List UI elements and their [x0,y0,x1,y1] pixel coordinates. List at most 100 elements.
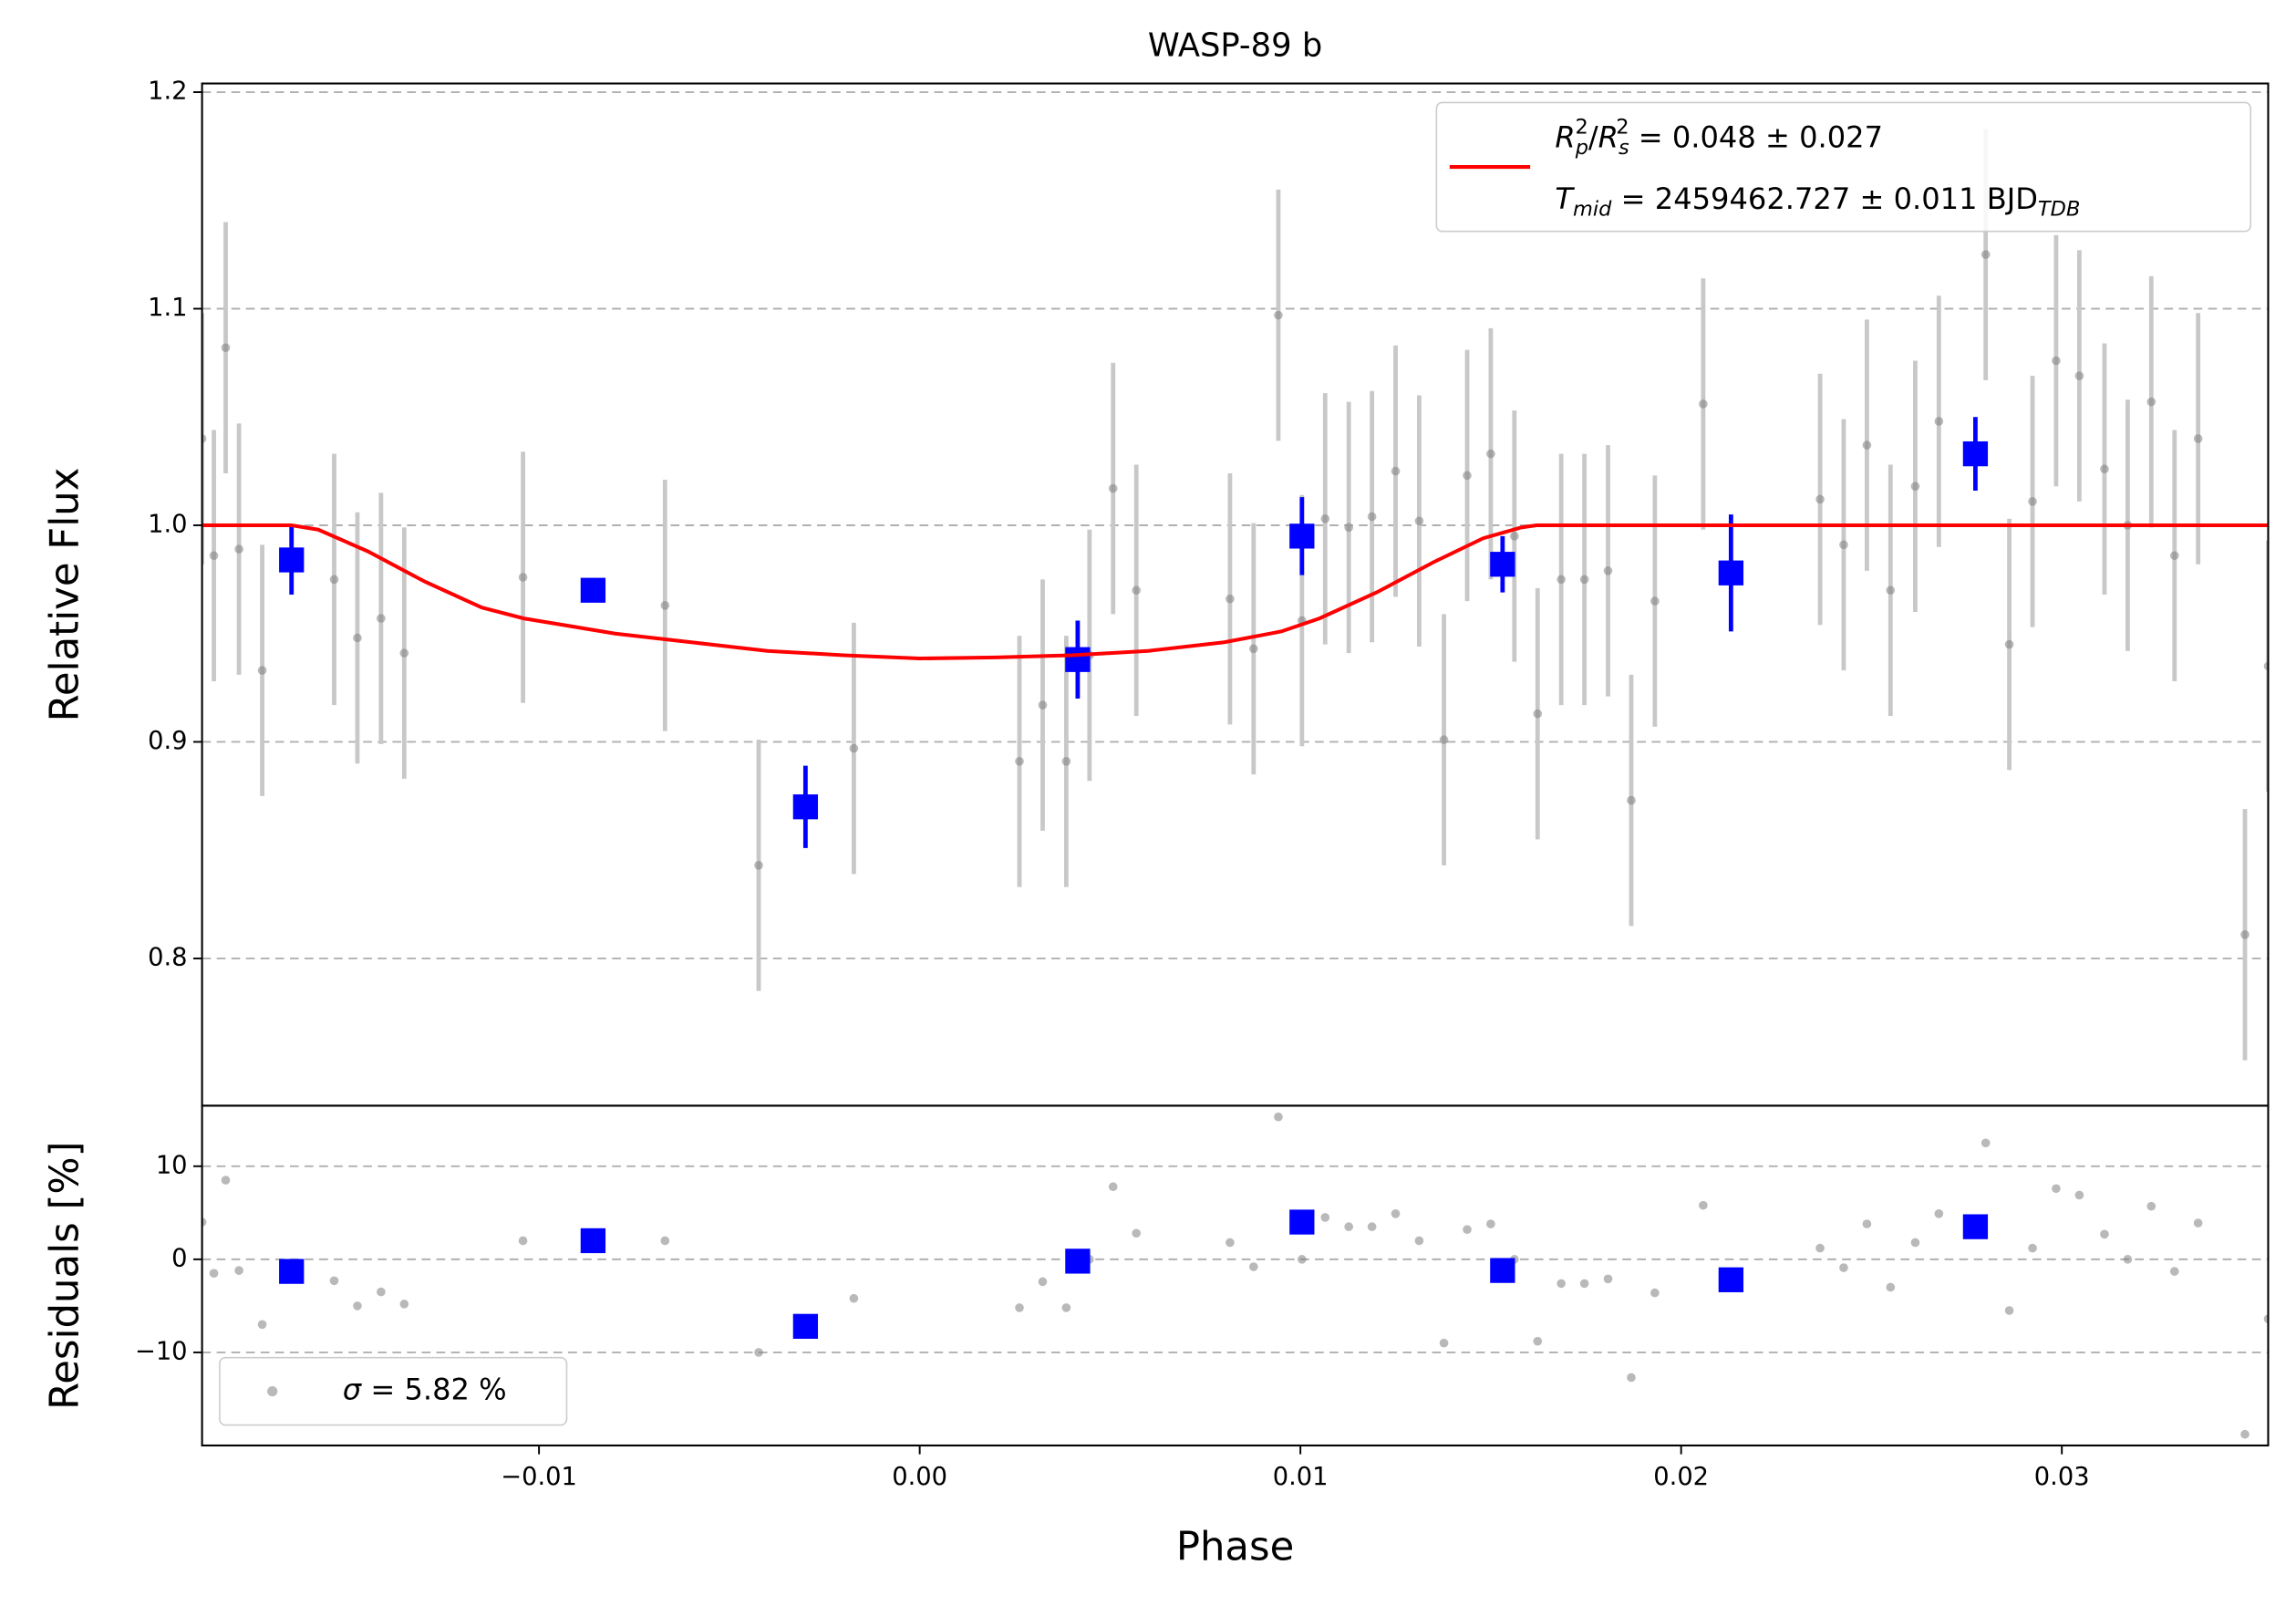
binned-point [1289,523,1315,549]
chart-title: WASP-89 b [1148,26,1322,64]
data-point [1248,1262,1258,1271]
y-axis-label: Residuals [%] [42,1142,88,1410]
legend: σ = 5.82 % [219,1356,568,1426]
data-point [1391,1209,1401,1218]
data-point [221,343,231,353]
y-tick-label: 1.0 [148,510,187,538]
data-point [257,666,267,675]
data-point [2240,1429,2249,1439]
data-point [1886,1282,1896,1292]
data-point [2169,1267,2179,1276]
data-point [1061,757,1071,766]
data-point [1414,516,1424,526]
x-tick-label: 0.02 [1653,1463,1709,1491]
legend-text-part: TDB [2038,197,2080,221]
data-point [353,633,362,643]
data-point [1934,417,1944,426]
data-point [1603,1274,1613,1284]
data-point [1463,471,1472,481]
data-point [1509,532,1519,541]
legend-text-part: 2 [1616,115,1629,139]
data-point [1344,523,1353,533]
data-point [257,1320,267,1330]
binned-point [580,1228,606,1254]
y-axis-label: Relative Flux [42,468,88,722]
data-point [1226,594,1235,604]
data-point [1699,1200,1708,1210]
data-point [1557,1279,1566,1289]
data-point [1226,1238,1235,1248]
legend-text-part: = 0.048 ± 0.027 [1629,120,1883,155]
data-point [1839,540,1848,550]
x-tick-label: 0.01 [1273,1463,1329,1491]
data-point [1439,735,1449,744]
binned-point [1718,1267,1744,1292]
model-line [202,523,2269,661]
binned-point [1962,440,1989,467]
data-point [660,601,670,610]
data-point [1298,1255,1307,1264]
data-point [1650,1288,1660,1298]
data-point [202,434,207,443]
data-point [1108,483,1118,493]
legend-text-part: 2 [1576,115,1588,139]
data-point [1015,1303,1024,1312]
data-point [2123,1255,2133,1264]
data-point [1910,482,1920,492]
legend-text-part: R [1598,120,1619,155]
data-point [1486,1219,1495,1228]
data-point [1391,466,1401,476]
data-point [2100,1229,2109,1239]
data-point [1367,512,1377,522]
data-point [849,743,859,753]
data-point [518,1236,528,1246]
legend-box [219,1356,568,1426]
data-point [2052,356,2061,366]
binned-point [1962,1214,1989,1239]
data-point [209,1269,219,1278]
data-point [1839,1263,1848,1272]
data-point [1061,1303,1071,1312]
data-point [1015,757,1024,766]
data-point [377,1287,386,1297]
data-point [399,1300,409,1309]
data-point [1627,1373,1636,1383]
data-point [1108,1182,1118,1192]
data-point [518,573,528,582]
data-point [2263,661,2269,671]
data-point [1886,585,1896,596]
data-point [2193,1218,2203,1228]
binned-point [279,547,305,573]
binned-point [792,1313,819,1339]
plot-area [202,1112,2269,1439]
data-point [1038,1277,1048,1287]
data-point [1815,494,1825,504]
binned-point [1490,552,1515,577]
data-point [1910,1238,1920,1248]
data-point [2028,497,2037,506]
data-point [2052,1184,2061,1194]
x-tick-label: 0.03 [2034,1463,2090,1491]
binned-point [1490,1258,1515,1283]
data-point [754,861,763,870]
data-point [849,1293,859,1303]
binned-point [1065,647,1091,672]
data-point [2004,1306,2014,1315]
legend-text-part: R [1555,120,1575,155]
data-point [754,1348,763,1357]
data-point [1132,585,1142,596]
data-point [1533,709,1543,719]
data-point [1699,399,1708,409]
data-point [1533,1336,1543,1346]
legend-box [1435,101,2252,233]
data-point [329,575,339,585]
binned-point [279,1259,305,1284]
data-point [1557,575,1566,585]
legend-text: σ = 5.82 % [343,1373,507,1407]
y-tick-label: 1.1 [148,294,187,322]
data-point [1248,644,1258,654]
data-point [2146,397,2156,407]
data-point [202,1217,207,1227]
x-tick-label: 0.00 [892,1463,947,1491]
